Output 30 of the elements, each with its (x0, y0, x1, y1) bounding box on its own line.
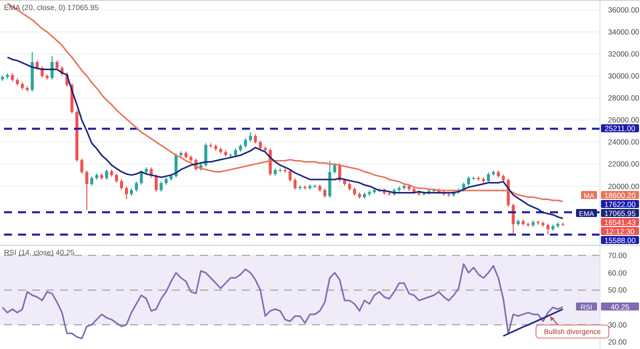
candlestick (36, 60, 39, 70)
candlestick (120, 178, 124, 190)
candlestick (546, 223, 550, 236)
candlestick (134, 180, 138, 192)
candlestick (90, 176, 94, 186)
line-series (6, 2, 564, 202)
candlestick (512, 202, 515, 234)
candlestick (140, 170, 143, 186)
candlestick (115, 172, 118, 184)
candlestick (248, 132, 252, 142)
candlestick (160, 180, 163, 192)
candlestick (244, 138, 247, 148)
line-series (6, 56, 564, 220)
line-series (2, 263, 564, 340)
candlestick (258, 140, 262, 150)
candlestick (204, 142, 208, 168)
candlestick (323, 188, 326, 198)
candlestick (486, 172, 490, 184)
line-series (502, 308, 564, 337)
candlestick (288, 168, 292, 182)
candlestick (105, 168, 108, 180)
candlestick (467, 176, 470, 186)
candlestick (50, 56, 54, 80)
candlestick (154, 174, 158, 192)
candlestick (124, 186, 128, 200)
candlestick (294, 178, 297, 190)
candlestick (85, 170, 88, 211)
candlestick (80, 158, 84, 174)
candlestick (254, 134, 257, 144)
candlestick (56, 60, 59, 70)
